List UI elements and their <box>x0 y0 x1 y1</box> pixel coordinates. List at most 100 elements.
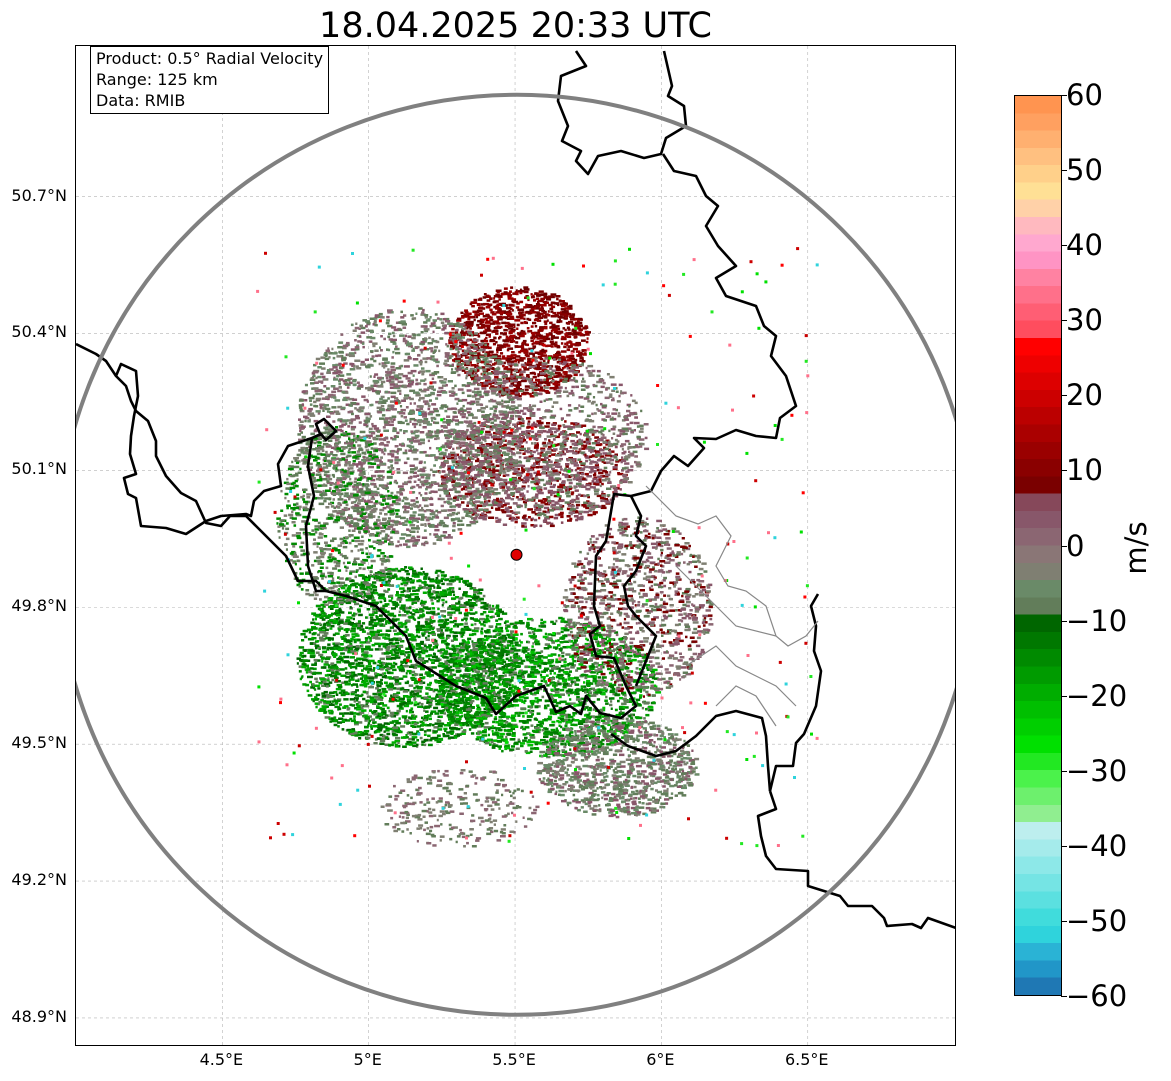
velocity-echo <box>575 435 578 438</box>
velocity-echo <box>430 355 435 358</box>
velocity-echo <box>605 439 610 442</box>
radar-map[interactable]: Product: 0.5° Radial Velocity Range: 125… <box>75 45 956 1046</box>
velocity-echo <box>514 409 520 413</box>
velocity-echo <box>550 337 554 340</box>
velocity-echo <box>404 394 410 397</box>
velocity-echo <box>527 359 531 362</box>
velocity-echo <box>555 491 560 494</box>
velocity-echo <box>422 421 429 425</box>
velocity-echo <box>494 354 497 357</box>
velocity-echo <box>359 430 366 434</box>
velocity-echo <box>338 362 342 366</box>
velocity-echo <box>548 428 552 432</box>
velocity-echo <box>602 381 606 385</box>
velocity-echo <box>576 478 579 481</box>
velocity-echo <box>476 390 482 394</box>
velocity-echo <box>476 400 480 404</box>
velocity-echo <box>510 434 516 437</box>
velocity-echo <box>475 500 481 503</box>
velocity-echo <box>391 371 396 374</box>
velocity-echo <box>535 317 539 321</box>
velocity-echo <box>427 404 431 408</box>
velocity-echo <box>343 396 347 400</box>
velocity-echo <box>520 329 524 333</box>
velocity-echo <box>584 433 589 437</box>
velocity-echo <box>516 505 521 509</box>
velocity-echo <box>562 380 568 383</box>
velocity-echo <box>392 429 397 433</box>
velocity-echo <box>451 368 454 371</box>
velocity-echo <box>343 499 347 502</box>
velocity-echo <box>345 455 348 459</box>
velocity-echo <box>457 523 461 527</box>
velocity-echo <box>439 318 443 321</box>
velocity-echo <box>495 501 498 505</box>
velocity-echo <box>564 467 567 471</box>
velocity-echo <box>385 321 390 325</box>
velocity-echo <box>318 497 324 500</box>
velocity-echo <box>522 391 529 395</box>
velocity-echo <box>404 334 407 338</box>
velocity-echo <box>350 402 357 405</box>
velocity-echo <box>570 343 576 346</box>
velocity-echo <box>493 453 497 457</box>
velocity-echo <box>378 378 382 381</box>
velocity-echo <box>410 314 414 317</box>
velocity-echo <box>510 392 516 395</box>
velocity-echo <box>465 454 469 457</box>
velocity-echo <box>493 362 498 365</box>
velocity-echo <box>424 360 428 364</box>
velocity-echo <box>408 440 415 443</box>
velocity-echo <box>361 451 366 455</box>
velocity-echo <box>472 333 478 337</box>
velocity-echo <box>474 332 479 335</box>
velocity-echo <box>431 387 434 391</box>
velocity-echo <box>573 464 580 467</box>
velocity-echo <box>380 456 383 459</box>
velocity-echo <box>459 430 465 433</box>
velocity-echo <box>443 478 447 481</box>
velocity-echo <box>500 292 504 296</box>
velocity-echo <box>504 400 511 403</box>
velocity-echo <box>516 496 519 499</box>
velocity-echo <box>509 407 515 411</box>
velocity-echo <box>393 374 400 377</box>
velocity-echo <box>421 536 428 539</box>
velocity-echo <box>484 360 490 364</box>
velocity-echo <box>494 415 499 419</box>
velocity-echo <box>300 425 306 428</box>
velocity-echo <box>566 413 571 417</box>
velocity-echo <box>454 460 460 463</box>
velocity-echo <box>388 407 395 411</box>
velocity-echo <box>466 501 470 505</box>
velocity-echo <box>514 406 519 409</box>
velocity-echo <box>592 512 597 516</box>
velocity-echo <box>390 436 393 440</box>
velocity-echo <box>358 384 364 387</box>
velocity-echo <box>532 383 536 386</box>
velocity-echo <box>547 361 550 364</box>
velocity-echo <box>444 434 449 437</box>
velocity-echo <box>420 518 425 521</box>
velocity-echo <box>406 343 412 347</box>
velocity-echo <box>489 413 492 416</box>
velocity-echo <box>520 424 525 428</box>
velocity-echo <box>462 449 468 452</box>
velocity-echo <box>491 363 496 366</box>
velocity-echo <box>466 504 469 507</box>
velocity-echo <box>471 343 474 347</box>
velocity-echo <box>490 311 495 314</box>
velocity-echo <box>302 458 307 461</box>
velocity-echo <box>526 457 532 460</box>
velocity-echo <box>485 368 490 371</box>
velocity-echo <box>590 468 594 471</box>
velocity-echo <box>426 402 430 406</box>
velocity-echo <box>418 461 423 465</box>
velocity-echo <box>573 332 580 336</box>
velocity-echo <box>416 474 420 477</box>
velocity-echo <box>486 455 490 459</box>
velocity-echo <box>482 437 487 441</box>
velocity-echo <box>424 540 428 544</box>
velocity-echo <box>423 321 428 324</box>
velocity-echo <box>314 389 319 393</box>
